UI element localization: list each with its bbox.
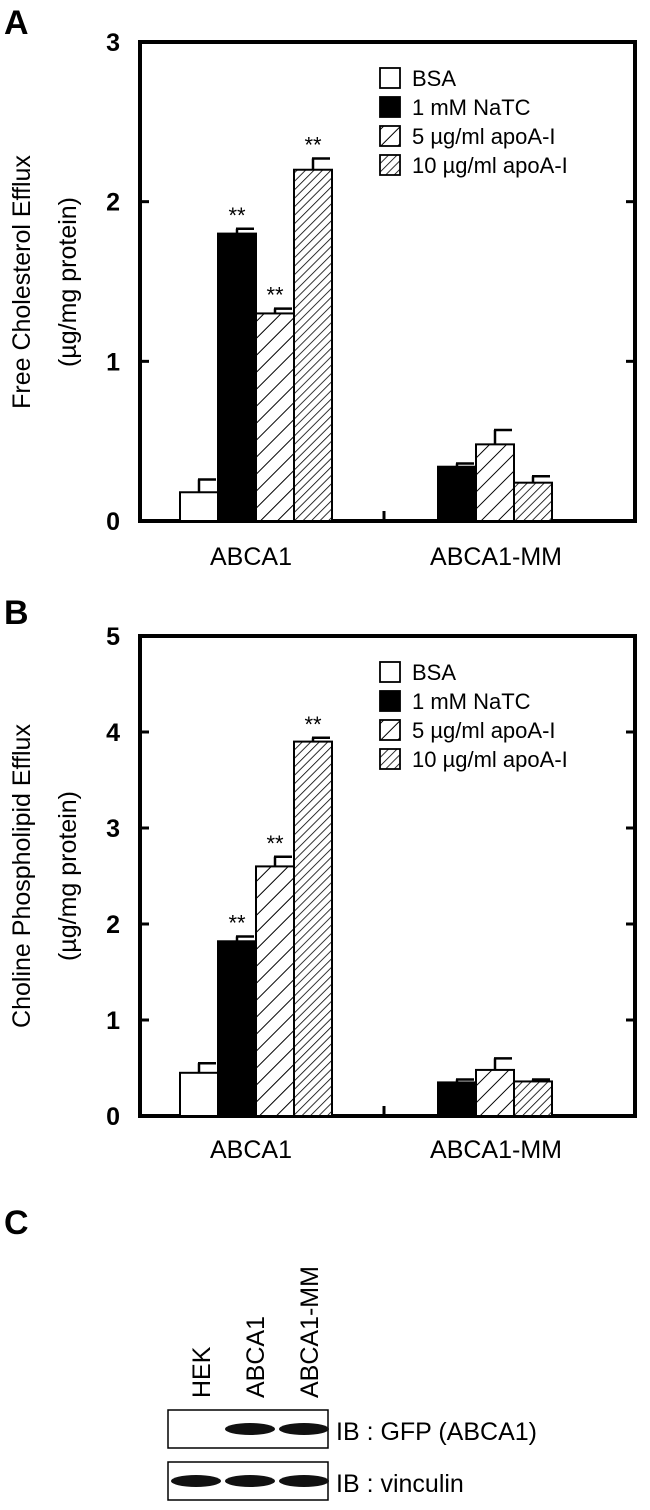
blot-band	[279, 1423, 329, 1435]
chart-a-legend-swatch	[379, 154, 401, 176]
blot-lane-label-abca1: ABCA1	[242, 1316, 270, 1398]
chart-a-bar	[437, 465, 477, 523]
chart-b-bars: ** ** **	[179, 712, 553, 1118]
panel-letter-b: B	[4, 594, 29, 632]
chart-b-category-abca1-mm: ABCA1-MM	[430, 1136, 562, 1164]
chart-a-significance-mark: **	[228, 203, 246, 228]
blot-row-vinculin: IB : vinculin	[167, 1461, 464, 1501]
chart-a-ytick-label-0: 0	[106, 508, 120, 536]
panel-letter-a: A	[4, 4, 29, 42]
chart-a-bar	[475, 443, 515, 522]
chart-a-ticks: 0 1 2 3	[106, 29, 635, 536]
chart-b-category-abca1: ABCA1	[210, 1136, 292, 1164]
blot-row-label-vinculin: IB : vinculin	[336, 1470, 464, 1498]
blot-lane-label-hek: HEK	[188, 1346, 216, 1398]
chart-a-significance-mark: **	[266, 283, 284, 308]
panel-letter-c: C	[4, 1204, 29, 1242]
chart-b-legend-swatch	[379, 661, 401, 683]
chart-a-legend-swatch	[379, 125, 401, 147]
blot-bands-vinculin	[171, 1475, 329, 1487]
chart-b-ytick-label-4: 4	[106, 719, 120, 747]
chart-b-bar	[437, 1081, 477, 1118]
chart-a-significance-mark: **	[304, 133, 322, 158]
chart-b-ytick-label-3: 3	[106, 815, 120, 843]
chart-b-bar	[293, 740, 333, 1117]
blot-band	[171, 1475, 221, 1487]
chart-b-legend-swatch	[379, 748, 401, 770]
chart-b-ylabel-unit: (µg/mg protein)	[54, 791, 82, 961]
chart-a-legend-swatch	[379, 67, 401, 89]
chart-a-bars: ** ** **	[179, 133, 553, 523]
blot-band	[225, 1475, 275, 1487]
chart-b-ytick-label-2: 2	[106, 911, 120, 939]
chart-b-legend-label: 10 µg/ml apoA-I	[412, 747, 568, 772]
chart-b-legend-swatch	[379, 719, 401, 741]
chart-b-legend-label: 1 mM NaTC	[412, 689, 531, 714]
blot-lane-label-abca1-mm: ABCA1-MM	[296, 1266, 324, 1398]
chart-a-legend-label: 5 µg/ml apoA-I	[412, 124, 556, 149]
chart-b-legend-swatch	[379, 690, 401, 712]
chart-b-bar	[513, 1080, 553, 1117]
chart-b-legend: BSA 1 mM NaTC 5 µg/ml apoA-I 10 µg/ml apoA-…	[379, 660, 568, 772]
chart-panel-b: B 0 1 2 3 4 5 ** ** ** BSA 1 mM NaTC 5 µg/ml apoA…	[4, 594, 637, 1164]
chart-b-bar	[217, 940, 257, 1118]
chart-b-significance-mark: **	[266, 831, 284, 856]
chart-b-ylabel: Choline Phospholipid Efflux	[8, 724, 36, 1028]
blot-row-gfp: IB : GFP (ABCA1)	[167, 1409, 537, 1449]
chart-b-significance-mark: **	[304, 712, 322, 737]
chart-a-ylabel-unit: (µg/mg protein)	[54, 197, 82, 367]
chart-b-significance-mark: **	[228, 910, 246, 935]
chart-a-legend-label: BSA	[412, 66, 456, 91]
chart-b-ytick-label-0: 0	[106, 1103, 120, 1131]
chart-a-ytick-label-1: 1	[106, 348, 120, 376]
chart-panel-a: A 0 1 2 3 ** ** ** BSA 1 mM NaTC 5 µg/ml apoA-I…	[4, 4, 637, 571]
chart-b-ytick-label-5: 5	[106, 623, 120, 651]
chart-b-ticks: 0 1 2 3 4 5	[106, 623, 635, 1131]
blot-row-label-gfp: IB : GFP (ABCA1)	[336, 1418, 537, 1446]
chart-b-bar	[255, 865, 295, 1118]
chart-a-ytick-label-2: 2	[106, 189, 120, 217]
blot-band	[279, 1475, 329, 1487]
chart-b-legend-label: BSA	[412, 660, 456, 685]
chart-b-frame	[138, 634, 637, 1118]
chart-a-ylabel: Free Cholesterol Efflux	[8, 155, 36, 409]
chart-a-category-abca1: ABCA1	[210, 543, 292, 571]
chart-a-legend: BSA 1 mM NaTC 5 µg/ml apoA-I 10 µg/ml apoA-…	[379, 66, 568, 178]
blot-bands-gfp	[225, 1423, 329, 1435]
chart-b-ytick-label-1: 1	[106, 1007, 120, 1035]
blot-panel-c: C HEK ABCA1 ABCA1-MM IB : GFP (ABCA1) IB…	[4, 1204, 537, 1501]
chart-a-bar	[513, 481, 553, 522]
chart-a-legend-label: 1 mM NaTC	[412, 95, 531, 120]
chart-a-bar	[255, 312, 295, 522]
chart-b-bar	[179, 1071, 219, 1118]
chart-b-bar	[475, 1068, 515, 1118]
chart-a-ytick-label-3: 3	[106, 29, 120, 57]
chart-a-bar	[179, 491, 219, 523]
chart-a-frame	[138, 40, 637, 523]
chart-a-legend-swatch	[379, 96, 401, 118]
chart-a-bar	[217, 232, 257, 522]
chart-a-legend-label: 10 µg/ml apoA-I	[412, 153, 568, 178]
chart-a-bar	[293, 168, 333, 522]
chart-a-category-abca1-mm: ABCA1-MM	[430, 543, 562, 571]
blot-band	[225, 1423, 275, 1435]
chart-b-legend-label: 5 µg/ml apoA-I	[412, 718, 556, 743]
